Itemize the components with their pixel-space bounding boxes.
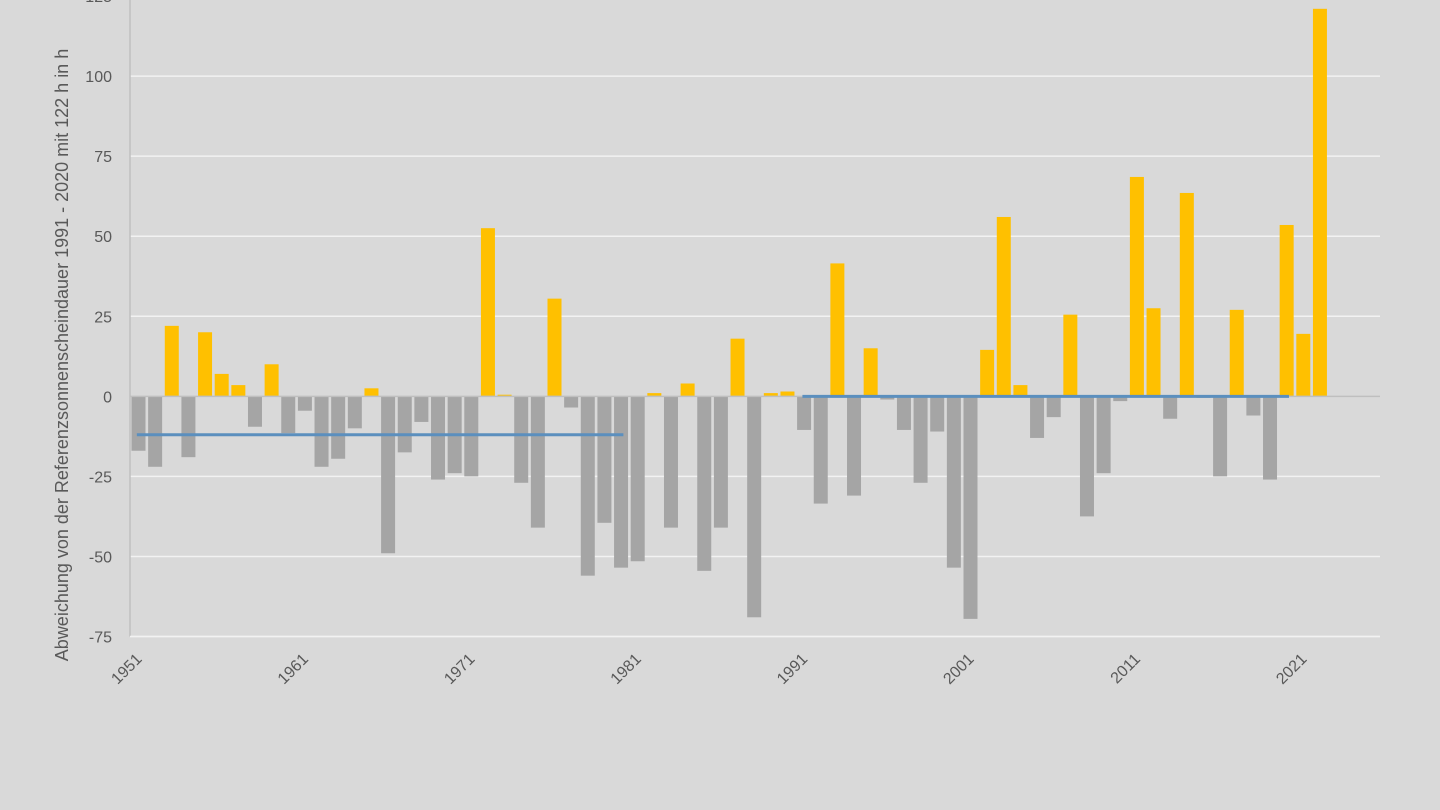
x-tick-label: 1991 xyxy=(774,651,811,688)
bar-1962 xyxy=(314,396,329,467)
y-tick-label: -25 xyxy=(89,469,112,486)
bar-1967 xyxy=(397,396,412,453)
bar-1963 xyxy=(331,396,346,459)
y-tick-label: 100 xyxy=(85,69,112,86)
y-tick-label: 125 xyxy=(85,0,112,6)
y-tick-label: 50 xyxy=(94,229,112,246)
bar-2006 xyxy=(1046,396,1061,418)
bar-1972 xyxy=(480,228,495,397)
x-tick-label: 2001 xyxy=(940,651,977,688)
bar-1954 xyxy=(181,396,196,458)
y-axis-label: Abweichung von der Referenzsonnenscheind… xyxy=(52,49,72,661)
bar-1953 xyxy=(164,325,179,397)
bar-1984 xyxy=(680,383,695,397)
bar-1971 xyxy=(464,396,479,477)
bar-1965 xyxy=(364,388,379,397)
bar-2007 xyxy=(1063,314,1078,397)
bar-1955 xyxy=(198,332,213,397)
bar-2001 xyxy=(963,396,978,619)
bar-2011 xyxy=(1129,176,1144,397)
bar-1996 xyxy=(880,396,895,400)
bar-1980 xyxy=(614,396,629,568)
y-tick-label: 75 xyxy=(94,149,112,166)
bar-1968 xyxy=(414,396,429,422)
bar-2021 xyxy=(1296,333,1311,397)
bar-2019 xyxy=(1263,396,1278,480)
bar-1961 xyxy=(297,396,312,411)
bar-2000 xyxy=(946,396,961,568)
bar-1999 xyxy=(930,396,945,432)
bar-2014 xyxy=(1179,192,1194,397)
bar-1986 xyxy=(713,396,728,528)
bar-2013 xyxy=(1163,396,1178,419)
bar-1960 xyxy=(281,396,296,434)
y-tick-label: 25 xyxy=(94,309,112,326)
x-tick-label: 2021 xyxy=(1273,651,1310,688)
bar-1974 xyxy=(514,396,529,483)
bar-2010 xyxy=(1113,396,1128,402)
tick-labels: -75 -50 -25 0 25 50 75 100 125 1951 1961 1971 1981 19… xyxy=(85,0,1310,688)
x-tick-label: 1971 xyxy=(441,651,478,688)
bar-2017 xyxy=(1229,309,1244,397)
bar-1985 xyxy=(697,396,712,571)
y-tick-label: -50 xyxy=(89,549,112,566)
bar-2004 xyxy=(1013,385,1028,397)
bar-1992 xyxy=(813,396,828,504)
x-tick-label: 1981 xyxy=(608,651,645,688)
bar-1975 xyxy=(530,396,545,528)
bar-1977 xyxy=(564,396,579,408)
y-tick-label: -75 xyxy=(89,630,112,647)
bar-1991 xyxy=(797,396,812,430)
bar-2002 xyxy=(980,349,995,397)
bar-1981 xyxy=(630,396,645,562)
bar-1956 xyxy=(214,373,229,397)
bar-2022 xyxy=(1312,8,1327,397)
bar-1982 xyxy=(647,393,662,397)
bar-1987 xyxy=(730,338,745,397)
bar-1995 xyxy=(863,348,878,397)
bar-1952 xyxy=(148,396,163,467)
bar-2016 xyxy=(1213,396,1228,477)
bar-2018 xyxy=(1246,396,1261,416)
bar-1969 xyxy=(431,396,446,480)
bar-2008 xyxy=(1079,396,1094,517)
bar-2012 xyxy=(1146,308,1161,397)
bar-1988 xyxy=(747,396,762,618)
bar-1979 xyxy=(597,396,612,523)
bar-1989 xyxy=(763,393,778,397)
x-tick-label: 2011 xyxy=(1108,651,1144,687)
bar-1983 xyxy=(663,396,678,528)
mean-lines xyxy=(136,394,1289,437)
bar-1973 xyxy=(497,394,512,397)
bar-1998 xyxy=(913,396,928,483)
bar-1959 xyxy=(264,364,279,397)
bars xyxy=(131,8,1327,619)
bar-1997 xyxy=(896,396,911,430)
bar-1964 xyxy=(347,396,362,429)
bar-2020 xyxy=(1279,224,1294,397)
bar-1978 xyxy=(580,396,595,576)
bar-1990 xyxy=(780,391,795,397)
bar-1993 xyxy=(830,263,845,397)
bar-2005 xyxy=(1030,396,1045,438)
bar-1958 xyxy=(247,396,262,427)
bar-2009 xyxy=(1096,396,1111,474)
bar-1966 xyxy=(381,396,396,554)
bar-1951 xyxy=(131,396,146,451)
bar-1994 xyxy=(847,396,862,496)
x-tick-label: 1951 xyxy=(108,651,145,688)
y-tick-label: 0 xyxy=(103,389,112,406)
bar-2003 xyxy=(996,216,1011,397)
x-tick-label: 1961 xyxy=(275,651,312,688)
bar-1976 xyxy=(547,298,562,397)
bar-1957 xyxy=(231,385,246,397)
